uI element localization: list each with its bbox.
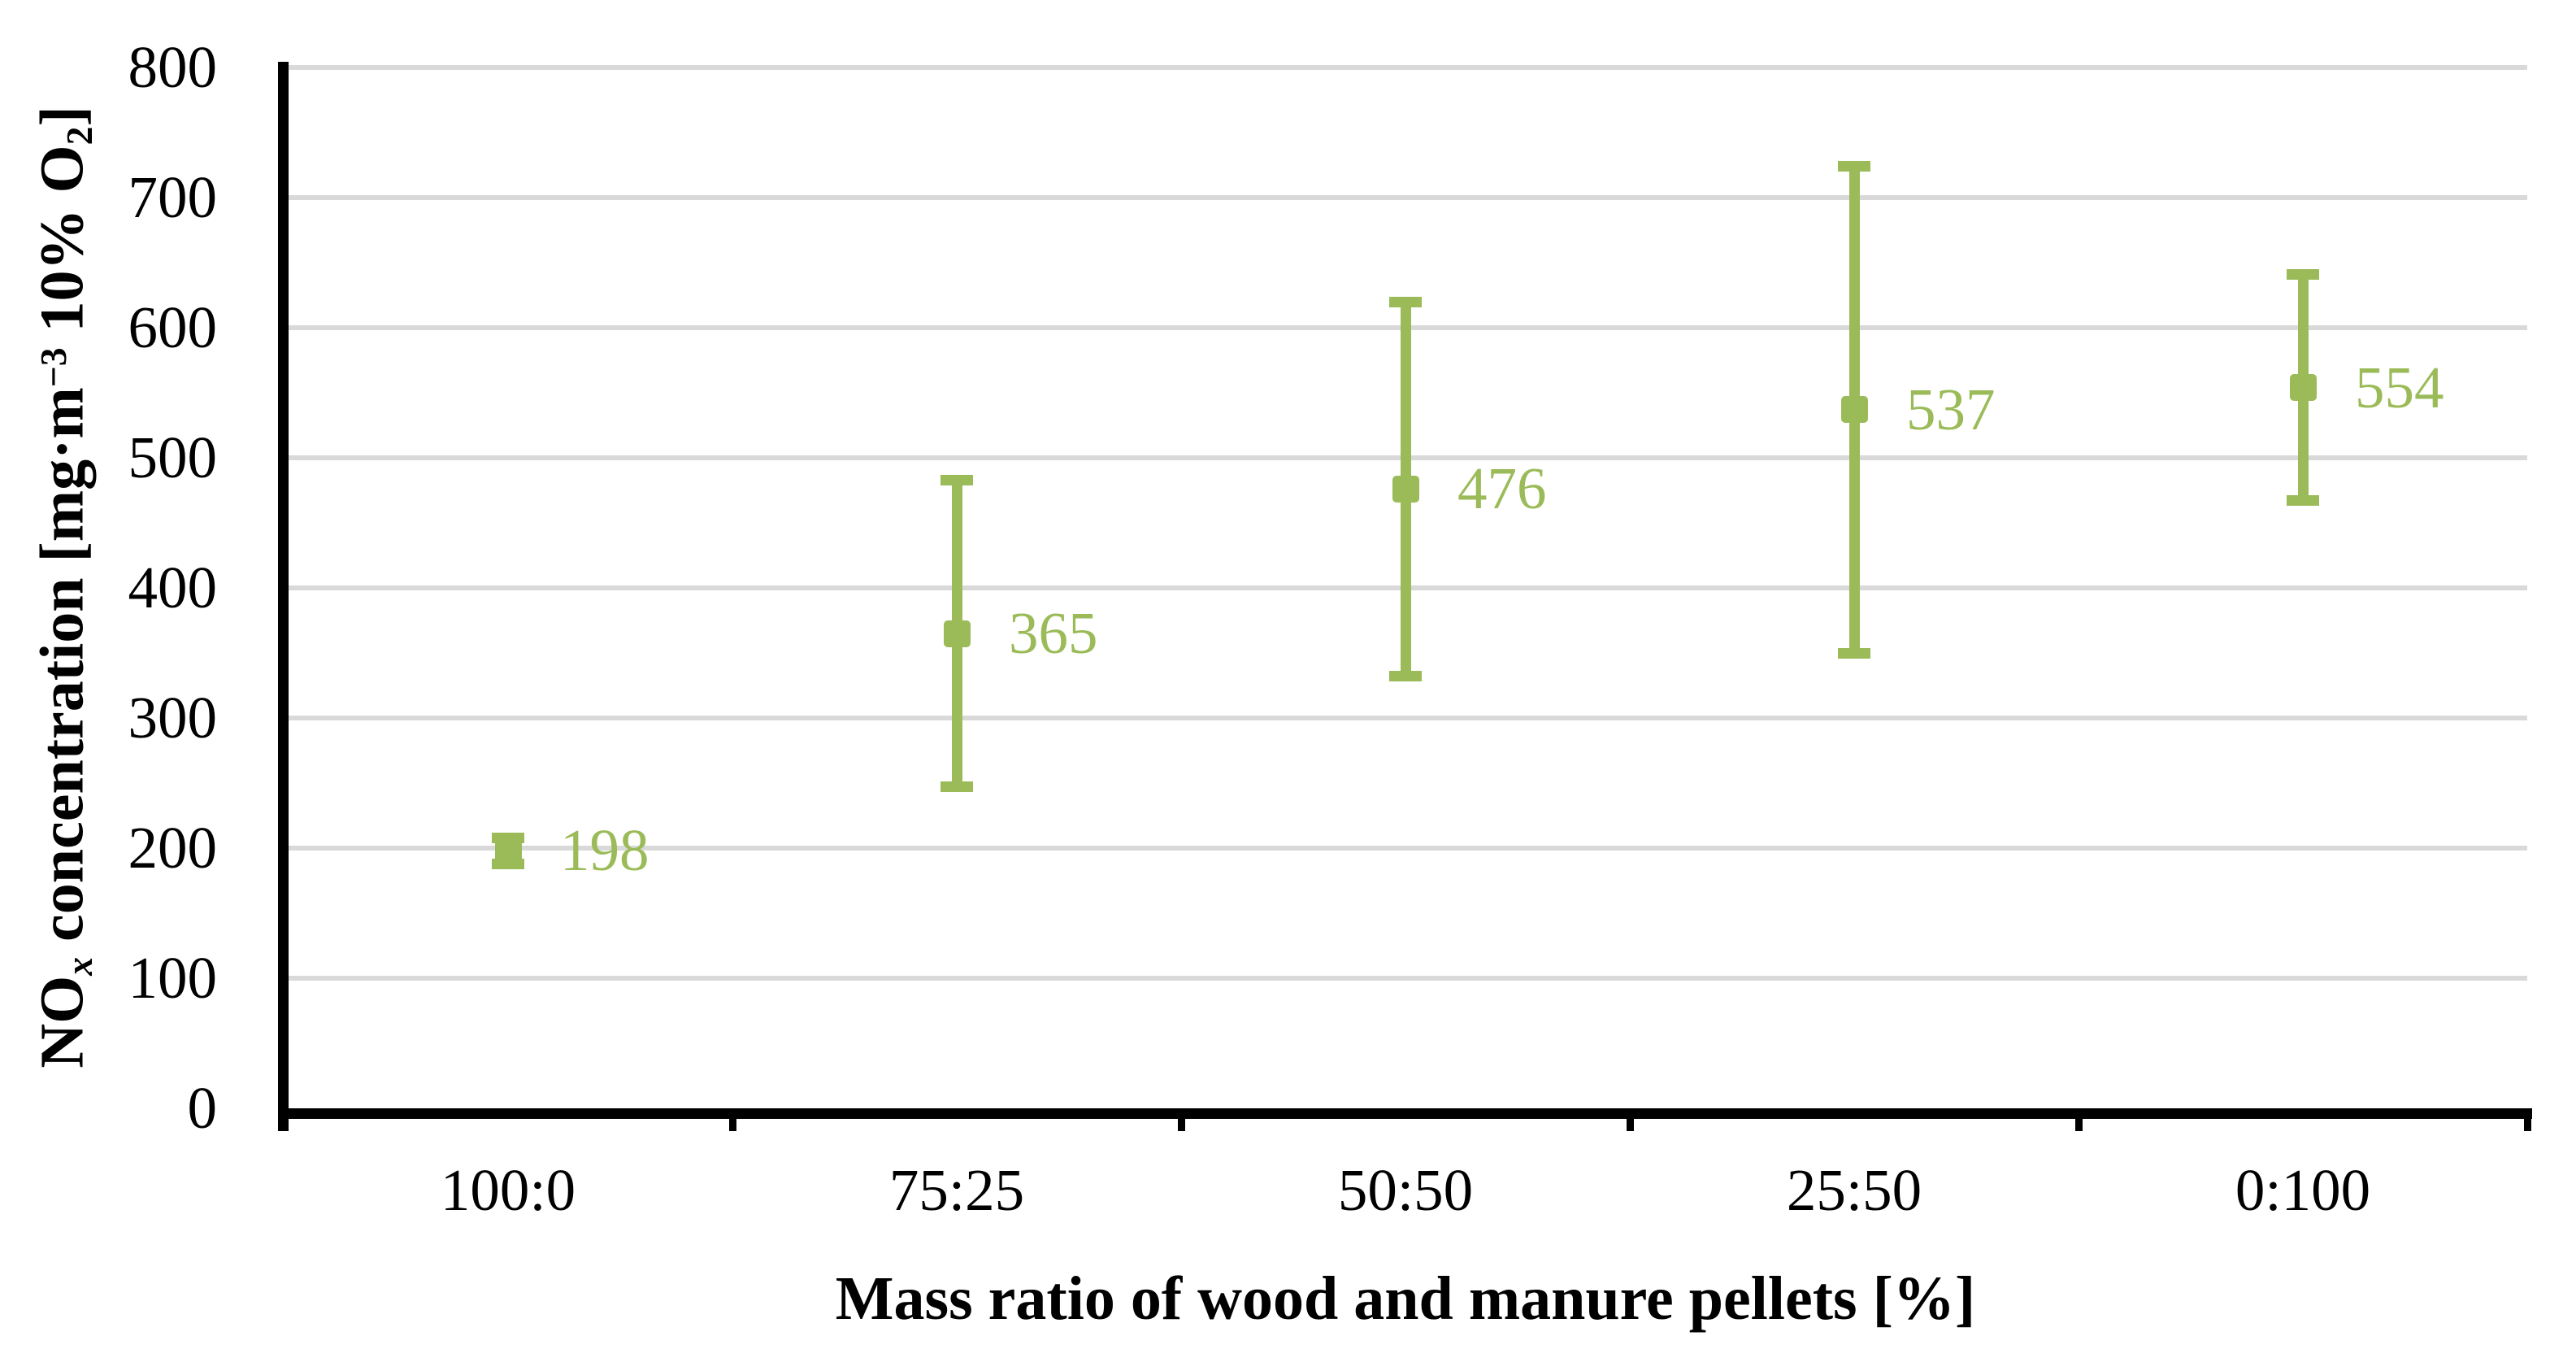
- y-tick-label: 500: [128, 424, 218, 490]
- y-axis-title: NOx concentration [mg·m−3 10% O2]: [13, 34, 100, 1140]
- y-axis-title-part: ]: [28, 106, 97, 127]
- error-bar-cap-bottom: [940, 781, 973, 793]
- y-tick-label: 800: [128, 34, 218, 100]
- x-axis-line: [278, 1108, 2532, 1119]
- y-axis-line: [278, 62, 289, 1131]
- gridline: [284, 976, 2527, 981]
- data-point-label: 554: [2355, 354, 2444, 420]
- x-tick-mark: [729, 1108, 736, 1131]
- y-axis-title-part: −3: [33, 347, 74, 388]
- y-axis-title-part: NO: [28, 975, 97, 1068]
- y-tick-label: 700: [128, 164, 218, 230]
- data-point-marker: [2289, 374, 2317, 402]
- x-tick-label: 75:25: [888, 1157, 1025, 1223]
- error-bar-cap-top: [1838, 161, 1870, 172]
- error-bar-cap-top: [1389, 296, 1422, 307]
- data-point-label: 198: [560, 817, 649, 884]
- x-tick-mark: [2075, 1108, 2083, 1131]
- y-axis-title-part: concentration [mg·m: [28, 387, 97, 957]
- error-bar-cap-bottom: [2287, 495, 2319, 507]
- y-tick-label: 0: [187, 1075, 218, 1141]
- x-tick-mark: [1627, 1108, 1634, 1131]
- error-bar-cap-top: [940, 474, 973, 485]
- y-axis-title-part: 10% O: [28, 145, 97, 348]
- y-tick-label: 200: [128, 815, 218, 881]
- gridline: [284, 195, 2527, 200]
- error-bar-cap-top: [2287, 268, 2319, 280]
- y-tick-label: 300: [128, 685, 218, 751]
- y-tick-label: 100: [128, 945, 218, 1011]
- gridline: [284, 65, 2527, 70]
- error-bar-cap-bottom: [1389, 671, 1422, 682]
- gridline: [284, 846, 2527, 851]
- data-point-marker: [943, 620, 971, 647]
- data-point-label: 537: [1906, 376, 1996, 442]
- x-tick-mark: [1178, 1108, 1185, 1131]
- x-tick-label: 25:50: [1786, 1157, 1922, 1223]
- x-tick-label: 50:50: [1337, 1157, 1474, 1223]
- data-point-marker: [494, 837, 522, 864]
- y-tick-label: 600: [128, 294, 218, 360]
- y-tick-label: 400: [128, 555, 218, 620]
- x-axis-title: Mass ratio of wood and manure pellets [%…: [835, 1264, 1976, 1333]
- data-point-marker: [1840, 396, 1868, 424]
- gridline: [284, 716, 2527, 720]
- x-tick-mark: [2524, 1108, 2531, 1131]
- y-axis-title-part: 2: [58, 126, 100, 146]
- x-tick-label: 0:100: [2235, 1157, 2371, 1223]
- y-axis-title-part: x: [58, 956, 100, 976]
- error-bar-cap-bottom: [1838, 647, 1870, 659]
- data-point-label: 365: [1009, 600, 1098, 666]
- data-point-marker: [1392, 475, 1419, 503]
- x-tick-label: 100:0: [440, 1157, 576, 1223]
- data-point-label: 476: [1457, 455, 1547, 522]
